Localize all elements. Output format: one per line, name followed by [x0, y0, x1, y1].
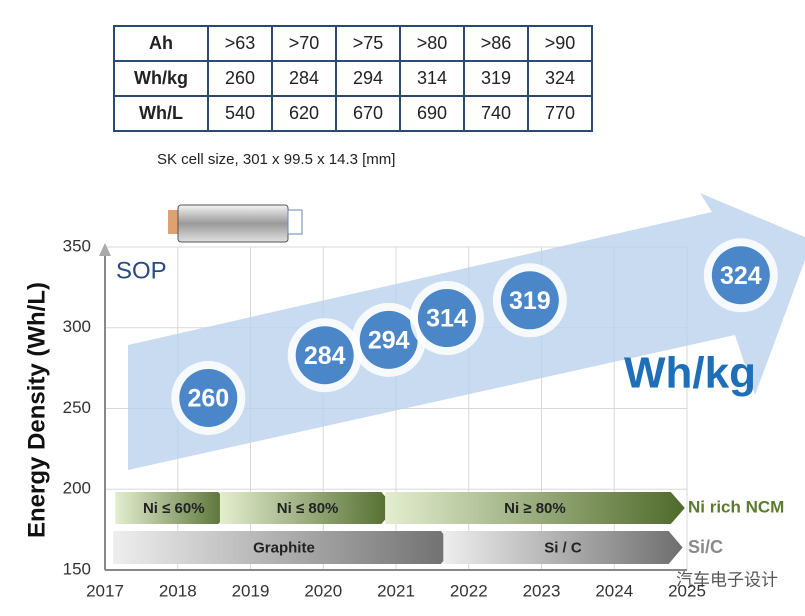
x-tick-label: 2024 [595, 581, 633, 600]
bubble [179, 369, 238, 428]
band-label: Graphite [253, 539, 315, 556]
table-cell: 740 [463, 95, 529, 132]
table-cell: Ah [113, 25, 209, 62]
table-cell: >86 [463, 25, 529, 62]
x-tick-label: 2018 [159, 581, 197, 600]
table-row: Ah >63 >70 >75 >80 >86 >90 [113, 25, 593, 62]
band-arrow [443, 531, 683, 564]
table-cell: >90 [527, 25, 593, 62]
y-tick-label: 250 [63, 398, 91, 417]
table-cell: Wh/L [113, 95, 209, 132]
table-cell: 314 [399, 60, 465, 97]
y-tick-label: 300 [63, 317, 91, 336]
table-row: Wh/L 540 620 670 690 740 770 [113, 95, 593, 132]
table-cell: Wh/kg [113, 60, 209, 97]
y-axis-label: Energy Density (Wh/L) [23, 282, 50, 538]
table-cell: 260 [207, 60, 273, 97]
band-arrow [115, 492, 233, 524]
bubble [359, 310, 418, 369]
annotation: SOP [116, 257, 167, 284]
table-cell: 319 [463, 60, 529, 97]
band-arrow [219, 492, 396, 524]
band-label: Si / C [544, 539, 582, 556]
x-tick-label: 2023 [523, 581, 561, 600]
table-cell: 770 [527, 95, 593, 132]
table-cell: 620 [271, 95, 337, 132]
x-tick-label: 2025 [668, 581, 706, 600]
bubble [500, 271, 559, 330]
table-cell: >80 [399, 25, 465, 62]
band-label: Ni ≥ 80% [504, 500, 566, 517]
row-label: Ni rich NCM [688, 497, 784, 516]
bubble-label: 319 [509, 287, 551, 315]
caption: SK cell size, 301 x 99.5 x 14.3 [mm] [157, 151, 396, 168]
table-cell: 540 [207, 95, 273, 132]
table-cell: 294 [335, 60, 401, 97]
annotation: Wh/kg [624, 349, 756, 398]
y-tick-label: 150 [63, 559, 91, 578]
x-tick-label: 2020 [304, 581, 342, 600]
band-label: Ni ≤ 60% [143, 500, 205, 517]
axis-arrow [99, 243, 111, 256]
table-cell: >75 [335, 25, 401, 62]
bubble [295, 326, 354, 385]
cell-image [177, 204, 289, 243]
bubble [417, 289, 476, 348]
x-tick-label: 2022 [450, 581, 488, 600]
bubble-label: 324 [720, 262, 762, 290]
x-tick-label: 2021 [377, 581, 415, 600]
band-label: Ni ≤ 80% [277, 500, 339, 517]
bubble-label: 260 [187, 385, 229, 413]
table-cell: 284 [271, 60, 337, 97]
cell-tab [287, 209, 303, 235]
table-cell: >63 [207, 25, 273, 62]
cell-tab [168, 210, 180, 234]
bubble-label: 294 [368, 326, 410, 354]
bubble-label: 314 [426, 305, 468, 333]
y-tick-label: 200 [63, 479, 91, 498]
band-arrow [113, 531, 455, 564]
x-tick-label: 2019 [232, 581, 270, 600]
y-tick-label: 350 [63, 236, 91, 255]
watermark: 汽车电子设计 [676, 570, 778, 589]
table-cell: >70 [271, 25, 337, 62]
spec-table: Ah >63 >70 >75 >80 >86 >90 Wh/kg 260 284 294 314 319… [113, 25, 593, 132]
table-cell: 324 [527, 60, 593, 97]
bubble [711, 246, 770, 305]
bubble-label: 284 [304, 342, 346, 370]
table-row: Wh/kg 260 284 294 314 319 324 [113, 60, 593, 97]
x-tick-label: 2017 [86, 581, 124, 600]
row-label: Si/C [688, 537, 723, 557]
table-cell: 690 [399, 95, 465, 132]
band-arrow [385, 492, 685, 524]
table-cell: 670 [335, 95, 401, 132]
